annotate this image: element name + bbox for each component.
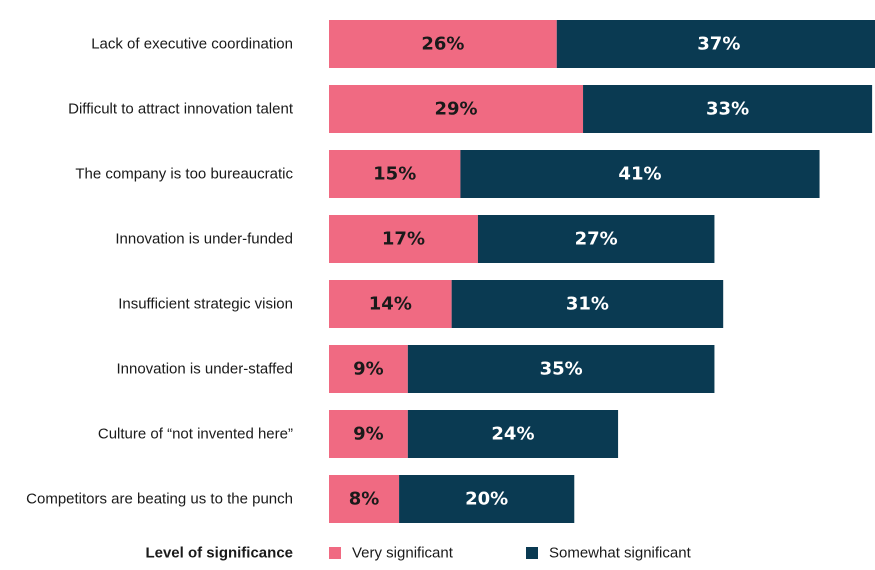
data-label-very-significant: 17% [382,229,425,250]
category-label: Lack of executive coordination [91,36,293,53]
bar-somewhat-significant [460,150,820,198]
data-label-somewhat-significant: 33% [706,99,749,120]
category-label: Innovation is under-staffed [116,361,293,378]
category-label: Competitors are beating us to the punch [26,491,293,508]
legend-title: Level of significance [145,545,293,562]
bar-somewhat-significant [583,85,873,133]
legend-label-somewhat-significant: Somewhat significant [549,545,692,562]
data-label-very-significant: 9% [353,424,384,445]
bar-very-significant [329,150,461,198]
data-label-somewhat-significant: 37% [697,34,740,55]
data-label-somewhat-significant: 41% [618,164,661,185]
bar-very-significant [329,20,557,68]
data-label-very-significant: 14% [369,294,412,315]
bar-very-significant [329,475,400,523]
category-labels: Lack of executive coordination Difficult … [26,36,294,508]
data-label-somewhat-significant: 27% [575,229,618,250]
data-label-somewhat-significant: 35% [540,359,583,380]
bar-very-significant [329,85,584,133]
bar-very-significant [329,345,408,393]
bar-very-significant [329,215,478,263]
data-label-somewhat-significant: 31% [566,294,609,315]
bar-somewhat-significant [556,20,875,68]
data-label-very-significant: 29% [434,99,477,120]
bar-very-significant [329,410,408,458]
bar-somewhat-significant [399,475,575,523]
category-label: The company is too bureaucratic [75,166,293,183]
bar-somewhat-significant [407,410,619,458]
data-label-very-significant: 15% [373,164,416,185]
category-label: Insufficient strategic vision [118,296,293,313]
data-label-very-significant: 8% [349,489,380,510]
data-label-very-significant: 9% [353,359,384,380]
legend-label-very-significant: Very significant [352,545,454,562]
data-label-somewhat-significant: 20% [465,489,508,510]
category-label: Culture of “not invented here” [98,426,293,443]
data-label-somewhat-significant: 24% [491,424,534,445]
bar-somewhat-significant [451,280,724,328]
legend-swatch-very-significant [329,547,341,559]
bar-somewhat-significant [477,215,715,263]
category-label: Difficult to attract innovation talent [68,101,294,118]
data-label-very-significant: 26% [421,34,464,55]
bar-very-significant [329,280,452,328]
bars: 26% 37% 29% 33% 15% 41% 17% 27% 14% 31% 9% 35% 9% 24%… [329,20,875,523]
category-label: Innovation is under-funded [115,231,293,248]
bar-somewhat-significant [407,345,715,393]
legend: Level of significance Very significant So… [145,545,691,562]
legend-swatch-somewhat-significant [526,547,538,559]
